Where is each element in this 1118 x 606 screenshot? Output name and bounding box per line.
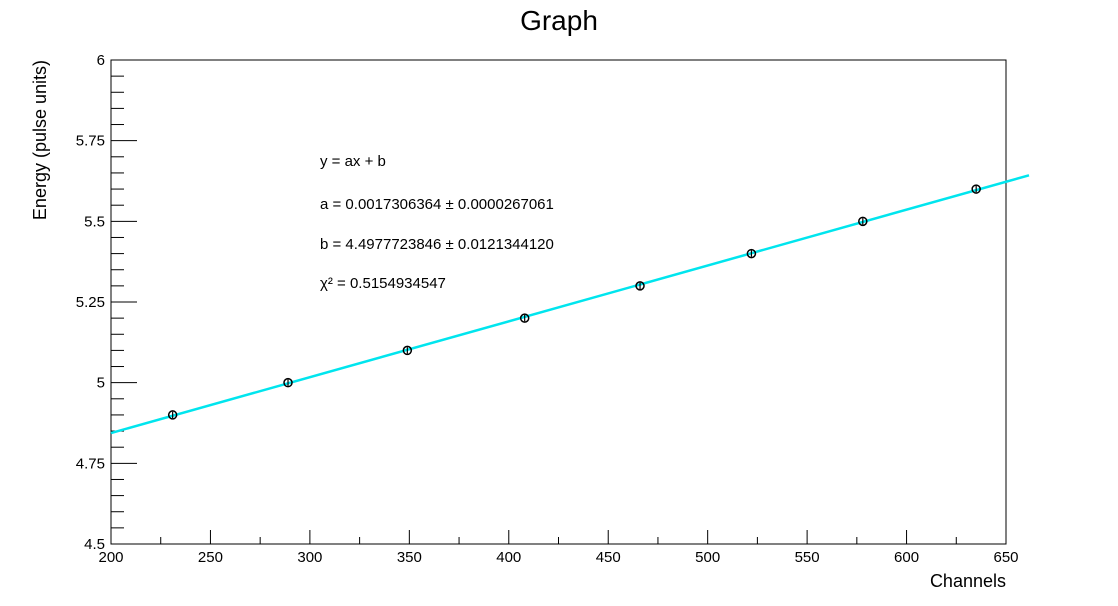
y-tick-label: 5 (97, 375, 105, 392)
data-point (519, 313, 530, 323)
x-tick-label: 500 (695, 549, 720, 566)
y-axis-ticks: 4.5 4.75 5 5.25 5.5 5.75 6 (76, 52, 137, 553)
data-point (167, 410, 178, 420)
x-tick-label: 200 (98, 549, 123, 566)
fit-param-b: b = 4.4977723846 ± 0.0121344120 (320, 236, 554, 253)
y-tick-label: 4.75 (76, 455, 105, 472)
x-axis-ticks: 200 250 300 350 400 450 500 550 600 650 (98, 530, 1019, 566)
x-tick-label: 350 (397, 549, 422, 566)
fit-line (110, 174, 1030, 435)
fit-equation: y = ax + b (320, 153, 386, 170)
data-point (971, 184, 981, 194)
y-tick-label: 5.75 (76, 133, 105, 150)
data-point (402, 345, 413, 356)
plot-frame (110, 59, 1007, 545)
y-tick-label: 4.5 (84, 536, 105, 553)
x-tick-label: 400 (496, 549, 521, 566)
data-points (167, 184, 981, 420)
data-point (858, 216, 868, 227)
x-tick-label: 250 (198, 549, 223, 566)
x-tick-label: 650 (993, 549, 1018, 566)
y-axis-label: Energy (pulse units) (30, 60, 50, 220)
y-tick-label: 5.25 (76, 294, 105, 311)
fit-param-a: a = 0.0017306364 ± 0.0000267061 (320, 196, 554, 213)
x-tick-label: 550 (795, 549, 820, 566)
x-tick-label: 450 (596, 549, 621, 566)
data-point (746, 248, 757, 259)
y-tick-label: 6 (97, 52, 105, 69)
y-tick-label: 5.5 (84, 213, 105, 230)
data-point (283, 377, 293, 388)
x-axis-label: Channels (930, 571, 1006, 591)
data-point (635, 281, 645, 291)
chart-title: Graph (520, 5, 598, 36)
x-tick-label: 300 (297, 549, 322, 566)
fit-layer (110, 174, 1030, 435)
fit-chi-square: χ² = 0.5154934547 (320, 275, 446, 292)
x-tick-label: 600 (894, 549, 919, 566)
